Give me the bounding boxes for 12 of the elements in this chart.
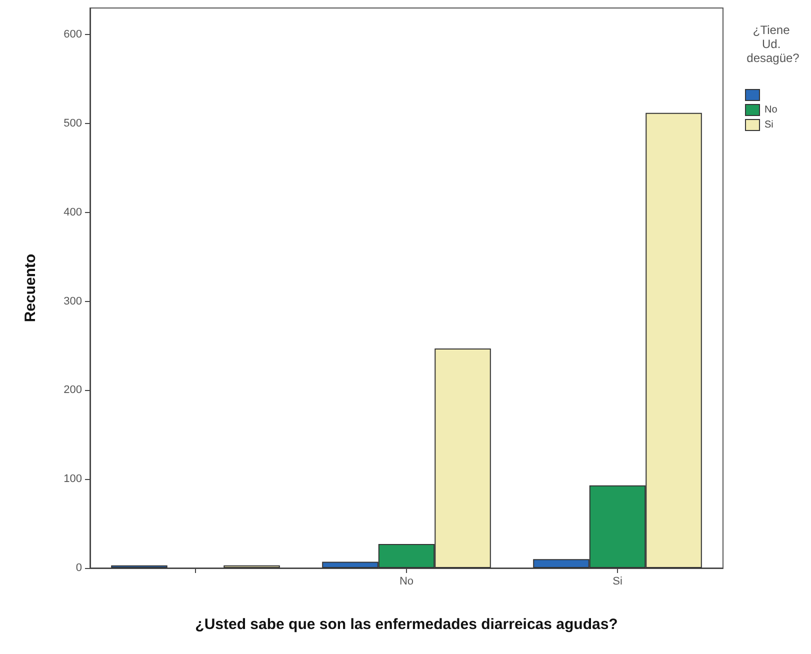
y-tick-label: 400 xyxy=(64,206,82,218)
legend-label: Si xyxy=(764,120,774,130)
x-axis-title: ¿Usted sabe que son las enfermedades diarreicas agudas? xyxy=(195,616,618,633)
legend-title: ¿Tiene Ud. desagüe? xyxy=(746,23,800,65)
legend-label: No xyxy=(764,104,778,116)
y-tick-label: 600 xyxy=(64,28,82,41)
y-tick-label: 0 xyxy=(76,562,82,574)
y-tick-label: 200 xyxy=(64,384,82,396)
y-axis-title: Recuento xyxy=(22,254,39,322)
y-tick-label: 100 xyxy=(64,473,82,486)
y-tick-label: 500 xyxy=(64,118,82,130)
y-tick-label: 300 xyxy=(64,295,82,308)
